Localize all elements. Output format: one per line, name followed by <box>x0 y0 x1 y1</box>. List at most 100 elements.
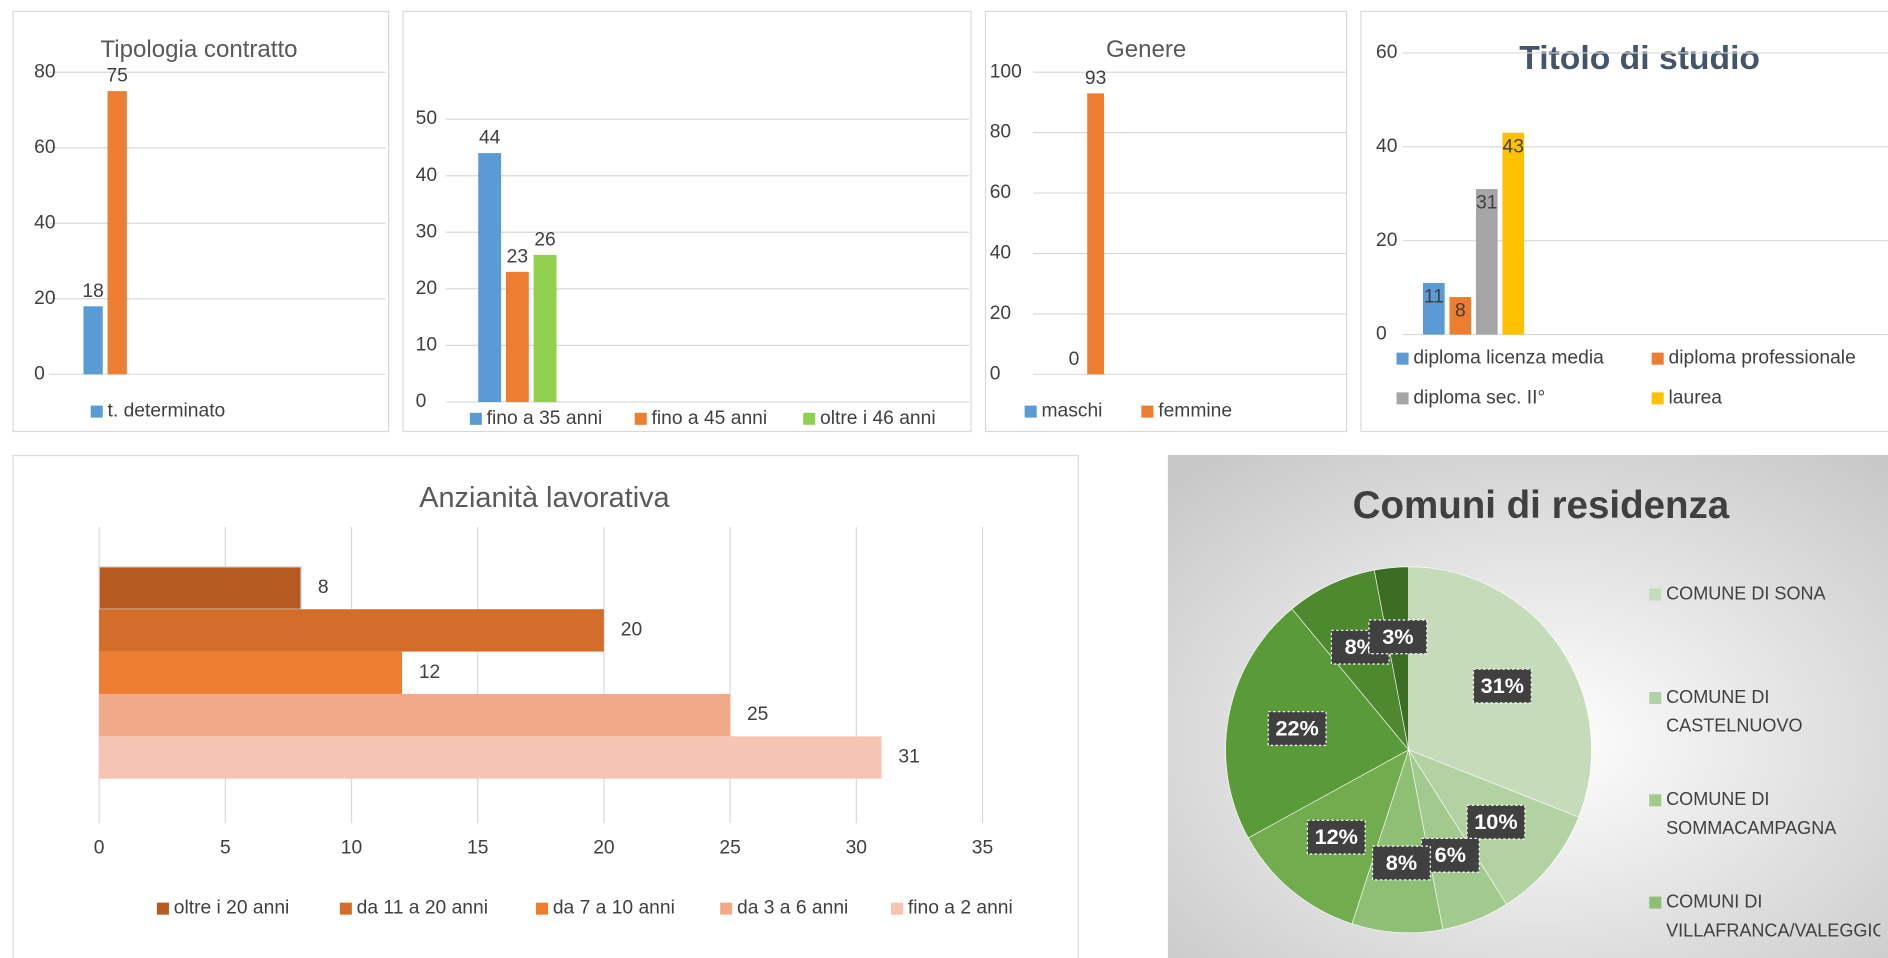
legend-label: fino a 45 anni <box>652 408 768 429</box>
bar <box>505 271 529 402</box>
legend-label: da 11 a 20 anni <box>357 898 488 919</box>
x-tick-label: 20 <box>593 838 614 859</box>
data-label: 25 <box>747 704 768 725</box>
data-label: 12% <box>1315 824 1358 849</box>
data-label-box <box>1267 711 1327 746</box>
data-label: 8 <box>318 577 329 598</box>
bar <box>107 91 127 375</box>
data-label: 44 <box>479 128 501 149</box>
legend-swatch <box>803 412 816 425</box>
data-label: 10% <box>1474 809 1517 834</box>
legend-swatch <box>1396 392 1409 405</box>
x-tick-label: 15 <box>467 838 488 859</box>
bar <box>1502 132 1525 335</box>
legend-label: maschi <box>1041 401 1102 422</box>
legend-swatch <box>1649 588 1662 601</box>
legend-swatch <box>536 902 549 915</box>
bar <box>98 566 302 610</box>
legend-swatch <box>891 902 904 915</box>
y-tick-label: 20 <box>34 288 55 309</box>
data-label-box <box>1306 819 1366 855</box>
y-tick-label: 60 <box>34 137 55 158</box>
legend-swatch <box>720 902 733 915</box>
legend-swatch <box>1651 392 1664 405</box>
x-tick-label: 0 <box>94 838 105 859</box>
legend-label-box: COMUNI DI VILLAFRANCA/VALEGGIO <box>1666 892 1880 941</box>
chart-title: Genere <box>1106 36 1186 63</box>
panel <box>984 10 1348 433</box>
data-label: 93 <box>1085 68 1106 89</box>
y-tick-label: 80 <box>990 122 1011 143</box>
legend-swatch <box>1649 794 1662 807</box>
data-label: 31% <box>1481 673 1524 698</box>
x-tick-label: 5 <box>220 838 231 859</box>
legend-swatch <box>339 902 352 915</box>
chart-title: Comuni di residenza <box>1353 484 1730 527</box>
data-label: 75 <box>106 66 127 87</box>
data-label-box <box>1368 619 1428 655</box>
panel <box>1360 10 1888 433</box>
legend-label: fino a 35 anni <box>487 408 603 429</box>
pie-slice <box>1373 566 1409 750</box>
legend-label: da 7 a 10 anni <box>553 898 675 919</box>
y-tick-label: 0 <box>34 363 45 384</box>
bar <box>99 609 604 652</box>
panel <box>12 10 390 433</box>
y-tick-label: 60 <box>1376 42 1397 63</box>
legend-label: diploma sec. II° <box>1413 387 1545 408</box>
legend-label: femmine <box>1158 401 1232 422</box>
bar <box>83 306 103 375</box>
legend-label-box: COMUNE DI SOMMACAMPAGNA <box>1666 789 1837 839</box>
legend-label-box: COMUNE DI SONA <box>1666 584 1825 604</box>
legend-label: COMUNE DI CASTELNUOVO <box>1666 687 1803 737</box>
legend-swatch <box>469 412 482 425</box>
y-tick-label: 100 <box>990 61 1022 82</box>
bar <box>533 254 557 402</box>
legend-swatch <box>1024 405 1037 418</box>
y-tick-label: 40 <box>416 165 437 186</box>
data-label-box <box>1472 668 1532 704</box>
legend-swatch <box>1651 352 1664 365</box>
data-label: 20 <box>621 619 642 640</box>
data-label: 0 <box>1069 349 1080 370</box>
bar <box>1475 189 1498 335</box>
data-label-box <box>1420 837 1480 873</box>
legend-swatch <box>1141 405 1154 418</box>
legend-label: COMUNE DI SOMMACAMPAGNA <box>1666 789 1837 839</box>
y-tick-label: 20 <box>990 303 1011 324</box>
legend-label: fino a 2 anni <box>908 898 1013 919</box>
y-tick-label: 0 <box>416 391 427 412</box>
data-label: 18 <box>82 281 103 302</box>
bar <box>99 693 731 737</box>
legend-label: da 3 a 6 anni <box>737 898 848 919</box>
y-tick-label: 40 <box>1376 136 1397 157</box>
data-label: 26 <box>534 230 555 251</box>
y-tick-label: 60 <box>990 182 1011 203</box>
data-label-box <box>1466 804 1526 840</box>
pie-slice <box>1351 749 1444 933</box>
legend-swatch <box>1649 896 1662 909</box>
bar <box>99 651 403 694</box>
bar <box>1087 93 1105 375</box>
legend-swatch <box>1396 352 1409 365</box>
y-tick-label: 40 <box>34 212 55 233</box>
data-label: 31 <box>898 747 919 768</box>
legend-label-box: COMUNE DI CASTELNUOVO <box>1666 687 1803 737</box>
legend-label: laurea <box>1669 387 1723 408</box>
y-tick-label: 30 <box>416 221 437 242</box>
data-label: 23 <box>507 247 528 268</box>
legend-swatch <box>1649 692 1662 705</box>
legend-label: diploma professionale <box>1669 348 1856 369</box>
x-tick-label: 30 <box>846 838 867 859</box>
data-label: 31 <box>1476 193 1497 214</box>
chart-title: Titolo di studio <box>1519 40 1760 77</box>
x-tick-label: 35 <box>972 838 993 859</box>
bar <box>1423 282 1445 335</box>
y-tick-label: 0 <box>1376 324 1387 345</box>
legend-swatch <box>156 902 169 915</box>
data-label-box <box>1371 845 1431 881</box>
legend-label: t. determinato <box>108 401 226 422</box>
data-label: 12 <box>419 662 440 683</box>
